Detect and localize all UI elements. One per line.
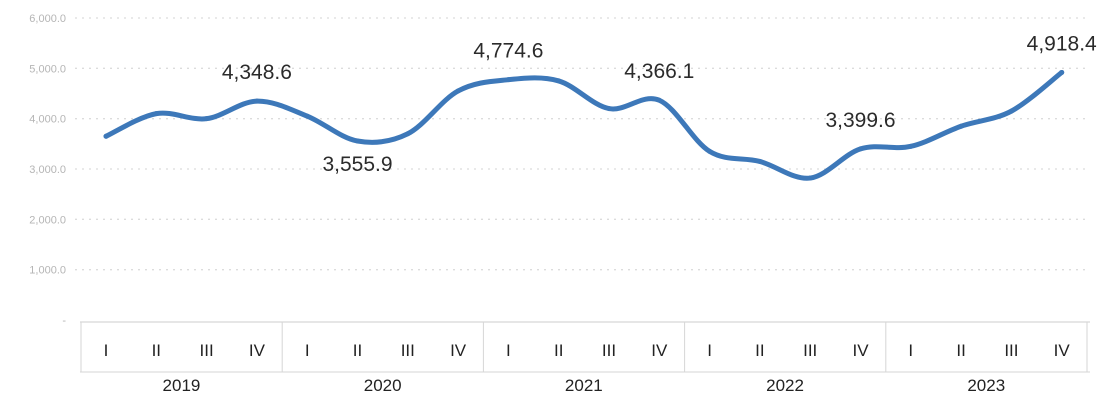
data-point bbox=[405, 131, 410, 136]
x-tick-label: I bbox=[305, 341, 310, 360]
series-line bbox=[106, 72, 1062, 178]
y-axis-ticks: - 1,000.0 2,000.0 3,000.0 4,000.0 5,000.0 6,00… bbox=[29, 13, 66, 327]
year-label: 2020 bbox=[364, 376, 402, 395]
x-tick-label: II bbox=[956, 341, 965, 360]
x-tick-label: I bbox=[506, 341, 511, 360]
data-point bbox=[657, 98, 662, 103]
data-label: 4,918.4 bbox=[1027, 32, 1097, 55]
data-label: 3,399.6 bbox=[825, 109, 895, 132]
x-tick-label: III bbox=[803, 341, 817, 360]
x-tick-label: I bbox=[707, 341, 712, 360]
x-tick-label: II bbox=[353, 341, 362, 360]
data-point bbox=[154, 111, 159, 116]
data-point bbox=[757, 159, 762, 164]
x-tick-label: II bbox=[152, 341, 161, 360]
data-point bbox=[959, 124, 964, 129]
x-tick-label: IV bbox=[852, 341, 869, 360]
x-axis: I II III IV I II III IV I II III IV I II III IV I II III IV… bbox=[80, 322, 1090, 395]
x-tick-label: IV bbox=[249, 341, 266, 360]
x-tick-label: III bbox=[401, 341, 415, 360]
series-group bbox=[104, 70, 1065, 181]
x-tick-label: III bbox=[602, 341, 616, 360]
data-point bbox=[707, 149, 712, 154]
data-point bbox=[607, 106, 612, 111]
x-tick-label: IV bbox=[1054, 341, 1071, 360]
data-label: 3,555.9 bbox=[322, 153, 392, 176]
data-point bbox=[1059, 70, 1064, 75]
x-tick-label: IV bbox=[651, 341, 668, 360]
x-tick-label: III bbox=[200, 341, 214, 360]
year-label: 2019 bbox=[163, 376, 201, 395]
data-point bbox=[355, 139, 360, 144]
year-label: 2023 bbox=[967, 376, 1005, 395]
year-label: 2022 bbox=[766, 376, 804, 395]
x-tick-label: I bbox=[104, 341, 109, 360]
data-point bbox=[808, 176, 813, 181]
data-label: 4,774.6 bbox=[473, 40, 543, 63]
data-point bbox=[908, 144, 913, 149]
y-tick-label: 1,000.0 bbox=[29, 265, 66, 277]
data-point bbox=[254, 99, 259, 104]
data-point bbox=[456, 88, 461, 93]
data-point bbox=[858, 146, 863, 151]
data-point bbox=[556, 78, 561, 83]
data-point bbox=[1009, 109, 1014, 114]
y-tick-label: 2,000.0 bbox=[29, 214, 66, 226]
y-tick-label: 6,000.0 bbox=[29, 13, 66, 25]
y-tick-label: 3,000.0 bbox=[29, 164, 66, 176]
year-label: 2021 bbox=[565, 376, 603, 395]
data-point bbox=[506, 77, 511, 82]
y-tick-label: 5,000.0 bbox=[29, 63, 66, 75]
y-tick-label: - bbox=[62, 315, 66, 327]
x-tick-label: IV bbox=[450, 341, 467, 360]
x-tick-label: II bbox=[554, 341, 563, 360]
data-point bbox=[204, 116, 209, 121]
y-tick-label: 4,000.0 bbox=[29, 114, 66, 126]
x-tick-label: II bbox=[755, 341, 764, 360]
data-labels: 4,348.6 3,555.9 4,774.6 4,366.1 3,399.6 4,918… bbox=[222, 32, 1097, 176]
x-tick-label: I bbox=[908, 341, 913, 360]
gridlines bbox=[75, 18, 1085, 270]
data-label: 4,348.6 bbox=[222, 61, 292, 84]
data-point bbox=[305, 114, 310, 119]
data-label: 4,366.1 bbox=[624, 60, 694, 83]
data-point bbox=[104, 134, 109, 139]
x-tick-label: III bbox=[1004, 341, 1018, 360]
